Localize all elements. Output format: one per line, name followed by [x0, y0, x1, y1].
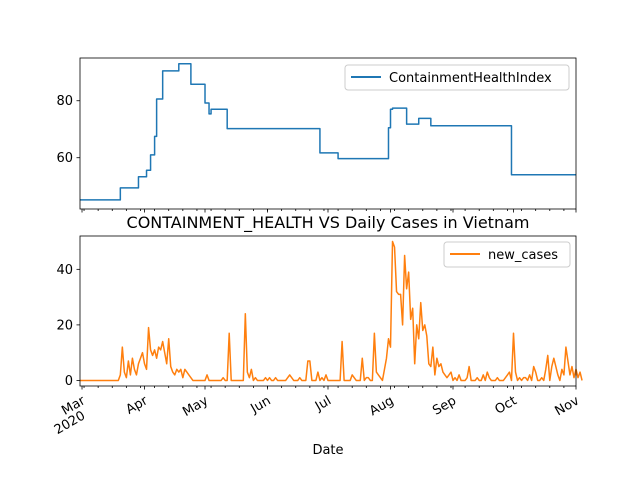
y-tick-label: 20 [56, 318, 73, 333]
y-tick-label: 60 [56, 151, 73, 166]
top-axis-ticks: 60 80 [56, 94, 577, 213]
bottom-legend: new_cases [443, 241, 571, 268]
new-cases-series-line [80, 240, 583, 382]
top-legend: ContainmentHealthIndex [344, 64, 570, 91]
top-legend-label: ContainmentHealthIndex [389, 71, 552, 86]
y-tick-label: 80 [56, 94, 73, 109]
x-axis-label: Date [312, 443, 343, 458]
y-tick-label: 40 [56, 263, 73, 278]
y-tick-label: 0 [65, 374, 73, 389]
chart-title: CONTAINMENT_HEALTH VS Daily Cases in Vie… [127, 213, 530, 233]
containment-health-subplot: 60 80 ContainmentHealthIndex [56, 57, 577, 213]
containmenthealthindex-series-line [80, 62, 576, 201]
bottom-legend-box [443, 241, 571, 268]
new-cases-line-layer [80, 240, 583, 382]
containment-health-line-layer [80, 62, 576, 201]
top-legend-box [344, 64, 570, 91]
x-tick-label: Jul [312, 393, 334, 414]
bottom-legend-label: new_cases [488, 248, 558, 263]
